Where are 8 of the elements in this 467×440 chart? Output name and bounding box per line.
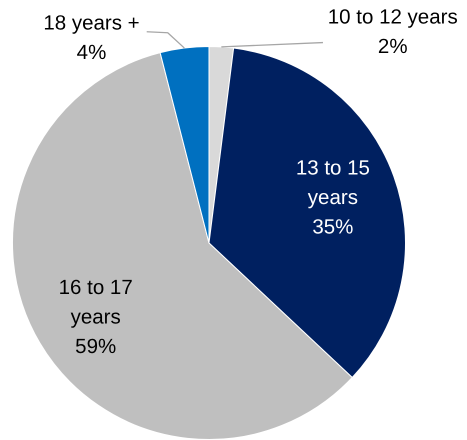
slice-label: 16 to 17 years <box>58 276 133 329</box>
data-label: 2% <box>378 35 408 58</box>
data-label: 59% <box>75 335 116 358</box>
slice-label: 18 years + <box>43 12 140 35</box>
slice-label: 10 to 12 years <box>328 6 458 29</box>
data-label: 35% <box>312 216 354 239</box>
data-label: 4% <box>76 41 106 64</box>
slice-label: 13 to 15 years <box>296 156 370 210</box>
